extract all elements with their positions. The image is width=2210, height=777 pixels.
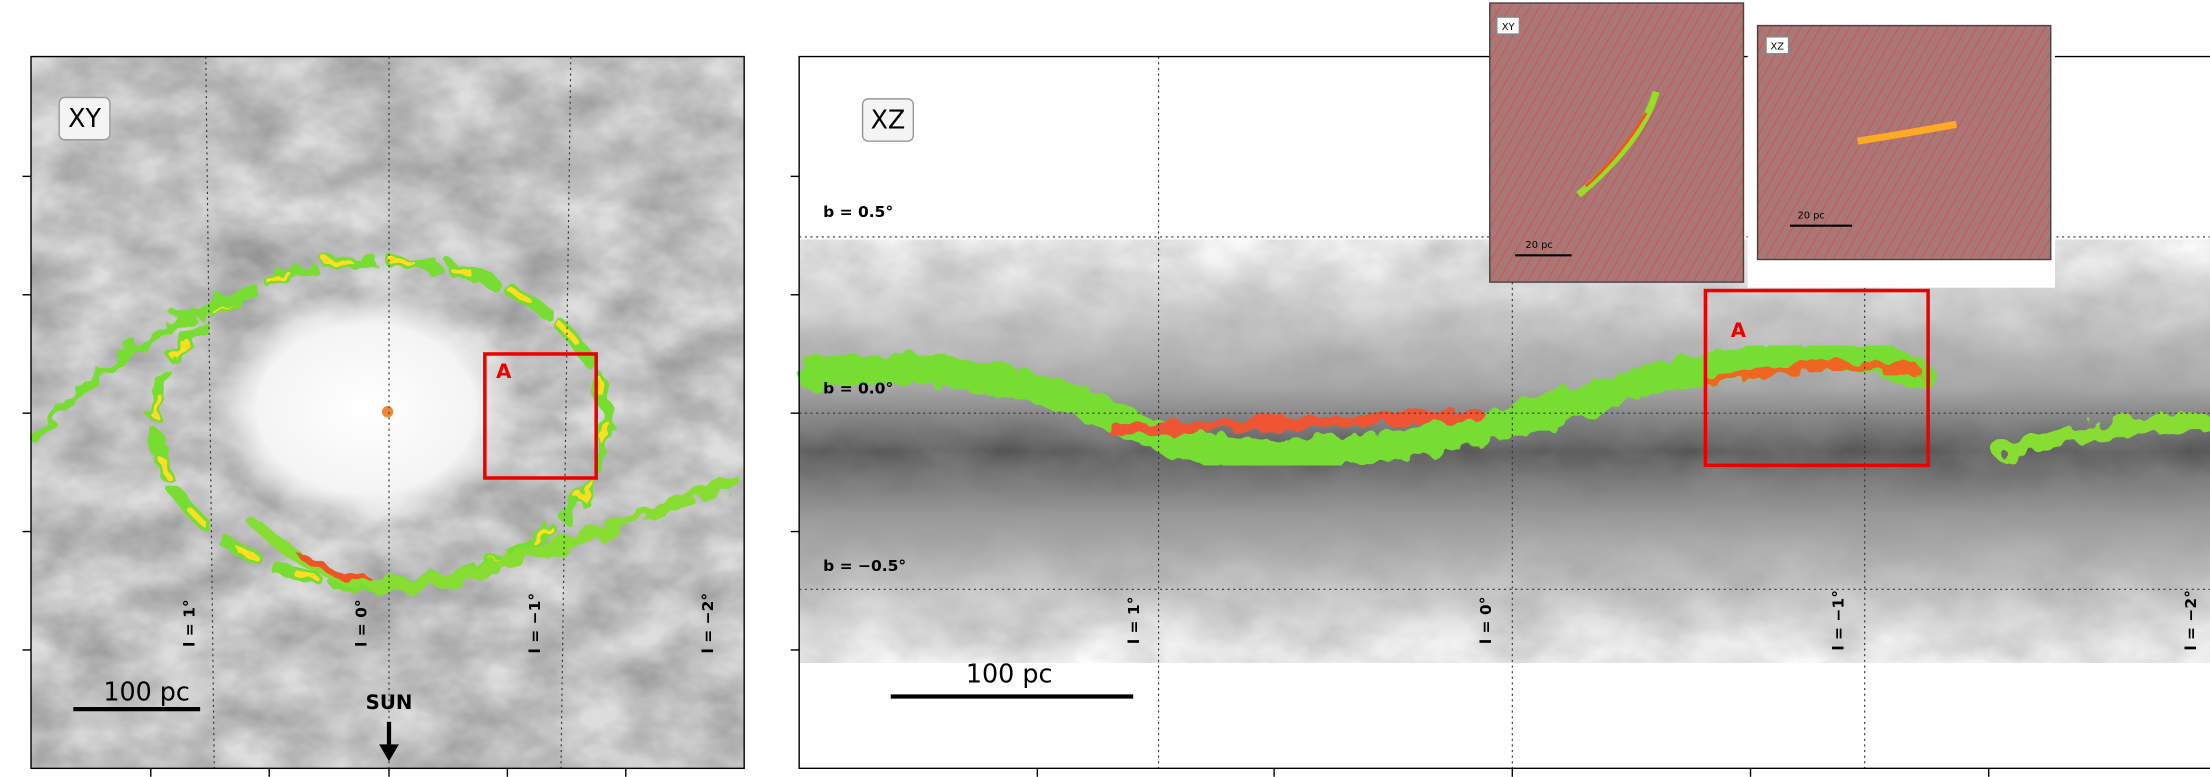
inset-label-box: [1765, 36, 1790, 55]
xy-grid: [205, 56, 572, 769]
label-box: [58, 96, 111, 141]
xz-texture: [799, 239, 2210, 663]
inset-scale-label: 20 pc: [1797, 211, 1824, 222]
inset-label: XY: [1502, 22, 1516, 33]
inset-scale-label: 20 pc: [1525, 240, 1552, 251]
latitude-label: b = 0.5°: [823, 203, 893, 221]
longitude-label: l = −1°: [1830, 590, 1848, 651]
inset-xy: [1489, 2, 1745, 283]
xy-region-box: [483, 352, 598, 480]
longitude-label: l = −2°: [699, 593, 717, 654]
xy-panel: A XY 100 pc SUN l = 1° l = 0° l = −1° l = −…: [29, 55, 745, 770]
inset-filament-core: [1584, 112, 1648, 188]
panel-label: XZ: [871, 104, 906, 134]
xy-emission: [29, 254, 739, 592]
scale-label: 100 pc: [966, 658, 1053, 688]
longitude-label: l = −2°: [2182, 590, 2200, 651]
region-label: A: [496, 360, 512, 383]
label-box: [861, 98, 915, 142]
inset-label: XZ: [1771, 42, 1785, 53]
sun-arrowhead: [379, 744, 399, 762]
inset-xz: [1756, 24, 2052, 261]
longitude-label: l = 0°: [1477, 597, 1495, 645]
latitude-label: b = 0.0°: [823, 379, 893, 397]
inset-filament: [1576, 90, 1660, 198]
insets: XY XZ 20 pc 20 pc: [1489, 2, 2055, 288]
xy-cavity: [211, 289, 522, 529]
xy-core: [381, 406, 394, 418]
region-label: A: [1731, 319, 1747, 342]
xz-emission: [794, 340, 2210, 471]
longitude-label: l = 0°: [352, 599, 370, 647]
panel-label: XY: [68, 103, 101, 133]
longitude-label: l = 1°: [1125, 597, 1143, 645]
longitude-label: l = −1°: [526, 593, 544, 654]
latitude-label: b = −0.5°: [823, 557, 906, 575]
axis-ticks: [22, 175, 1990, 777]
xz-region-box: [1703, 288, 1930, 468]
inset-label-box: [1496, 16, 1521, 35]
longitude-label: l = 1°: [181, 599, 199, 647]
scale-label: 100 pc: [103, 677, 190, 707]
sun-label: SUN: [366, 691, 413, 714]
inset-filament: [1857, 120, 1957, 145]
